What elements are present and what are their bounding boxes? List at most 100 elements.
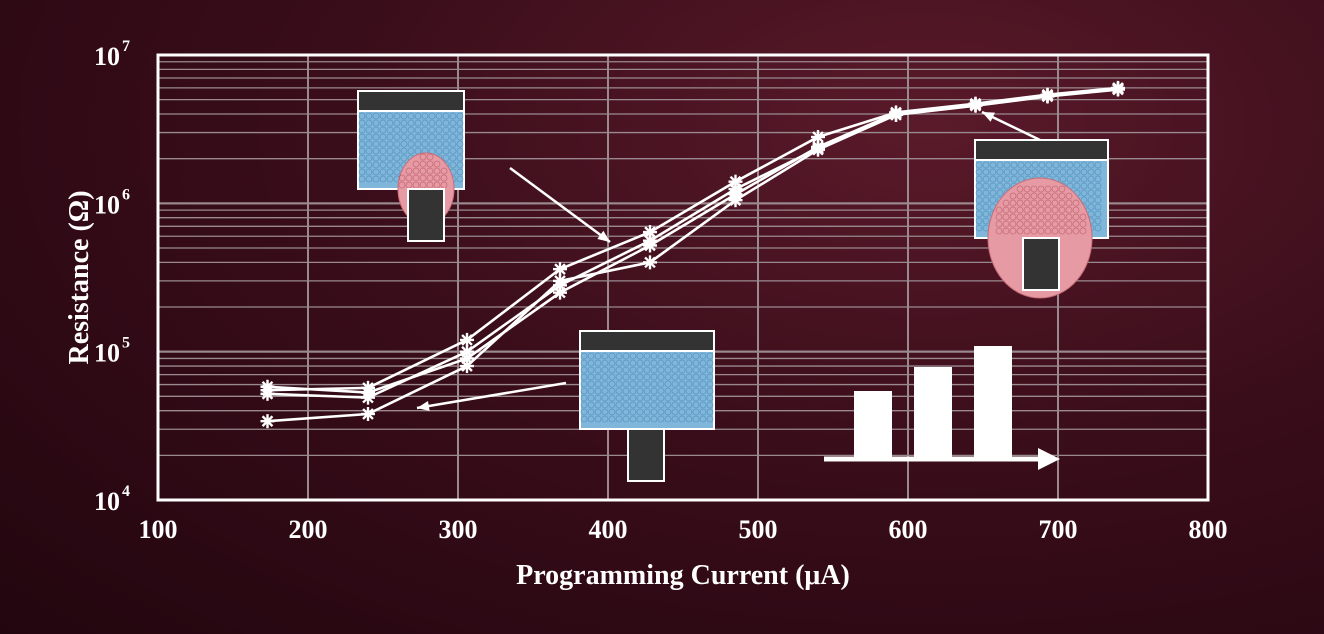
crystal-grain xyxy=(442,154,450,162)
crystal-grain xyxy=(706,415,714,423)
crystal-grain xyxy=(372,168,380,176)
crystal-grain xyxy=(1066,168,1074,176)
crystal-grain xyxy=(393,154,401,162)
point-marker xyxy=(969,99,982,112)
amorphous-grain xyxy=(995,213,1003,221)
amorphous-grain xyxy=(1009,220,1017,228)
amorphous-grain xyxy=(1002,227,1010,235)
crystal-grain xyxy=(615,373,623,381)
crystal-grain xyxy=(428,133,436,141)
crystal-grain xyxy=(664,359,672,367)
crystal-grain xyxy=(358,133,366,141)
plot-frame xyxy=(156,53,1210,502)
crystal-grain xyxy=(650,359,658,367)
y-tick-exponent: 7 xyxy=(122,38,130,55)
crystal-grain xyxy=(629,408,637,416)
amorphous-grain xyxy=(1044,206,1052,214)
amorphous-grain xyxy=(1051,227,1059,235)
crystal-grain xyxy=(643,408,651,416)
crystal-grain xyxy=(1024,161,1032,169)
crystal-grain xyxy=(685,352,693,360)
crystal-grain xyxy=(706,366,714,374)
crystal-grain xyxy=(594,373,602,381)
crystal-grain xyxy=(650,373,658,381)
amorphous-grain xyxy=(1016,192,1024,200)
x-tick-label: 500 xyxy=(739,515,778,544)
crystal-grain xyxy=(1087,168,1095,176)
crystal-grain xyxy=(1080,196,1088,204)
crystal-grain xyxy=(657,415,665,423)
crystal-grain xyxy=(379,175,387,183)
crystal-grain xyxy=(421,133,429,141)
crystal-grain xyxy=(671,352,679,360)
crystal-grain xyxy=(393,112,401,120)
crystal-grain xyxy=(685,415,693,423)
crystal-grain xyxy=(664,352,672,360)
crystal-grain xyxy=(1059,161,1067,169)
crystal-grain xyxy=(407,112,415,120)
amorphous-grain xyxy=(1016,185,1024,193)
crystal-grain xyxy=(456,126,464,134)
amorphous-grain xyxy=(1009,206,1017,214)
data-point xyxy=(811,142,825,157)
amorphous-grain xyxy=(1058,199,1066,207)
crystal-grain xyxy=(629,373,637,381)
amorphous-texture xyxy=(995,185,1087,235)
crystal-grain xyxy=(622,380,630,388)
crystal-grain xyxy=(664,408,672,416)
crystal-grain xyxy=(379,161,387,169)
amorphous-grain xyxy=(995,220,1003,228)
bottom-electrode xyxy=(627,428,665,482)
crystal-grain xyxy=(1094,189,1102,197)
crystal-grain xyxy=(372,112,380,120)
x-tick-label: 400 xyxy=(589,515,628,544)
crystal-grain xyxy=(678,359,686,367)
crystal-grain xyxy=(975,182,983,190)
crystal-grain xyxy=(982,189,990,197)
amorphous-grain xyxy=(1079,220,1087,228)
crystal-grain xyxy=(692,373,700,381)
amorphous-grain xyxy=(1065,213,1073,221)
crystal-grain xyxy=(1059,175,1067,183)
crystal-grain xyxy=(650,387,658,395)
amorphous-grain xyxy=(405,174,413,182)
point-marker xyxy=(812,143,824,156)
crystal-grain xyxy=(685,373,693,381)
data-point xyxy=(553,273,567,288)
y-tick-exponent: 4 xyxy=(122,483,130,500)
crystal-grain xyxy=(386,112,394,120)
crystal-grain xyxy=(622,366,630,374)
crystal-grain xyxy=(608,380,616,388)
crystal-grain xyxy=(975,224,983,232)
amorphous-grain xyxy=(1016,227,1024,235)
cell-diagrams xyxy=(357,90,1109,482)
data-point xyxy=(460,359,474,374)
crystal-grain xyxy=(421,119,429,127)
crystal-grain xyxy=(643,401,651,409)
crystal-grain xyxy=(685,366,693,374)
crystal-grain xyxy=(622,408,630,416)
crystal-grain xyxy=(1066,175,1074,183)
crystal-grain xyxy=(372,154,380,162)
crystal-grain xyxy=(449,154,457,162)
crystal-grain xyxy=(372,140,380,148)
crystal-grain xyxy=(615,359,623,367)
crystal-grain xyxy=(1094,175,1102,183)
crystal-grain xyxy=(706,359,714,367)
crystal-grain xyxy=(372,126,380,134)
crystal-grain xyxy=(456,147,464,155)
arrow-head xyxy=(417,401,430,412)
crystal-grain xyxy=(982,217,990,225)
crystal-grain xyxy=(1010,175,1018,183)
y-tick-exponent: 6 xyxy=(122,186,130,203)
crystal-grain xyxy=(685,394,693,402)
crystal-grain xyxy=(636,366,644,374)
crystal-grain xyxy=(643,415,651,423)
top-electrode xyxy=(357,90,465,112)
crystal-grain xyxy=(580,387,588,395)
crystal-grain xyxy=(601,408,609,416)
data-point xyxy=(643,238,657,253)
crystal-grain xyxy=(622,415,630,423)
crystal-grain xyxy=(615,380,623,388)
crystal-grain xyxy=(706,401,714,409)
